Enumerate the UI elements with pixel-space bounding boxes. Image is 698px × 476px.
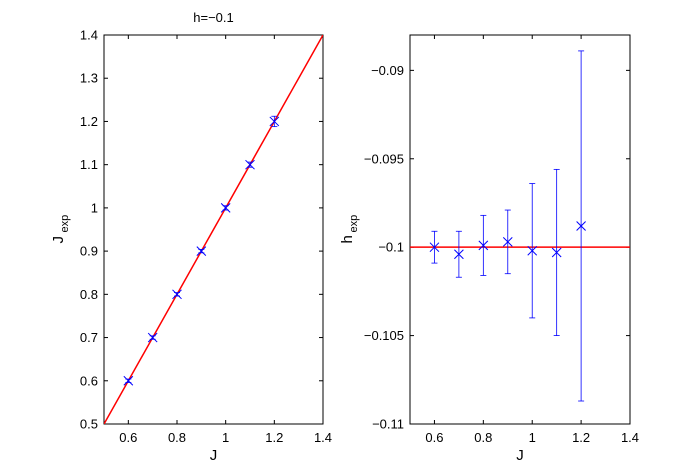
x-marker-stroke xyxy=(551,247,562,258)
x-marker-stroke xyxy=(429,242,440,253)
data-point xyxy=(269,115,280,128)
x-axis-label: J xyxy=(516,447,524,464)
x-marker-stroke xyxy=(123,375,134,386)
y-tick-label: 1.4 xyxy=(80,28,98,43)
x-tick-label: 0.6 xyxy=(119,430,137,445)
right-chart-panel: 0.6 0.8 1 1.2 1.4 −0.11 −0.105 −0.1 −0.095 −0.09 J… xyxy=(339,34,639,464)
y-tick-label: −0.095 xyxy=(364,151,404,166)
data-point xyxy=(551,168,562,336)
y-tick-label: 0.6 xyxy=(80,373,98,388)
y-tick-label: −0.11 xyxy=(372,417,404,432)
data-point xyxy=(576,50,586,402)
data-point xyxy=(527,183,538,319)
left-chart-panel: 0.6 0.8 1 1.2 1.4 0.5 0.6 0.7 0.8 0.9 1 1.1 1.2 1.3 1.… xyxy=(50,10,332,464)
data-point xyxy=(502,209,513,275)
data-point xyxy=(147,332,158,343)
x-tick-label: 1.4 xyxy=(621,430,639,445)
x-axis-label: J xyxy=(210,447,218,464)
x-tick-label: 1.4 xyxy=(314,430,332,445)
data-point xyxy=(245,159,255,170)
x-marker-stroke xyxy=(196,246,207,256)
x-tick-label: 1 xyxy=(529,430,536,445)
plot-frame xyxy=(103,34,324,425)
x-marker-stroke xyxy=(245,159,255,170)
x-tick-label: 0.8 xyxy=(474,430,492,445)
plot-area xyxy=(104,35,323,424)
x-marker-stroke xyxy=(172,289,182,300)
y-tick-label: 1 xyxy=(91,200,98,215)
x-marker-stroke xyxy=(478,240,489,251)
x-tick-label: 1.2 xyxy=(265,430,283,445)
y-tick-label: 1.1 xyxy=(80,157,98,172)
x-tick-label: 0.8 xyxy=(168,430,186,445)
x-marker-stroke xyxy=(527,245,538,256)
y-axis-label-subscript: exp xyxy=(59,215,71,233)
x-tick-label: 0.6 xyxy=(425,430,443,445)
chart-title: h=−0.1 xyxy=(193,10,234,25)
y-tick-label: 1.2 xyxy=(80,114,98,129)
y-tick-label: 0.9 xyxy=(80,244,98,259)
x-tick-label: 1.2 xyxy=(572,430,590,445)
x-marker-stroke xyxy=(147,332,158,343)
y-tick-label: −0.1 xyxy=(378,240,404,255)
reference-line xyxy=(104,35,323,424)
y-tick-label: 0.5 xyxy=(80,417,98,432)
data-point xyxy=(196,246,207,256)
y-tick-label: −0.09 xyxy=(371,63,404,78)
x-marker-stroke xyxy=(502,237,513,247)
data-point xyxy=(220,203,231,213)
y-axis-label: h xyxy=(339,235,356,243)
y-tick-label: 1.3 xyxy=(80,71,98,86)
data-point xyxy=(172,289,182,300)
y-axis-label-group: h exp xyxy=(339,215,360,244)
x-marker-stroke xyxy=(269,116,280,127)
data-point xyxy=(429,230,440,264)
x-marker-stroke xyxy=(220,203,231,213)
data-point xyxy=(478,214,489,276)
data-point xyxy=(454,230,464,278)
data-point xyxy=(123,375,134,386)
y-tick-label: −0.105 xyxy=(364,328,404,343)
y-tick-label: 0.8 xyxy=(80,287,98,302)
plot-frame xyxy=(409,34,631,425)
y-axis-label: J xyxy=(50,236,67,244)
x-marker-stroke xyxy=(454,249,464,260)
x-tick-label: 1 xyxy=(222,430,229,445)
y-tick-label: 0.7 xyxy=(80,330,98,345)
y-axis-label-subscript: exp xyxy=(348,215,360,233)
plot-area xyxy=(410,50,630,402)
x-marker-stroke xyxy=(576,221,586,231)
